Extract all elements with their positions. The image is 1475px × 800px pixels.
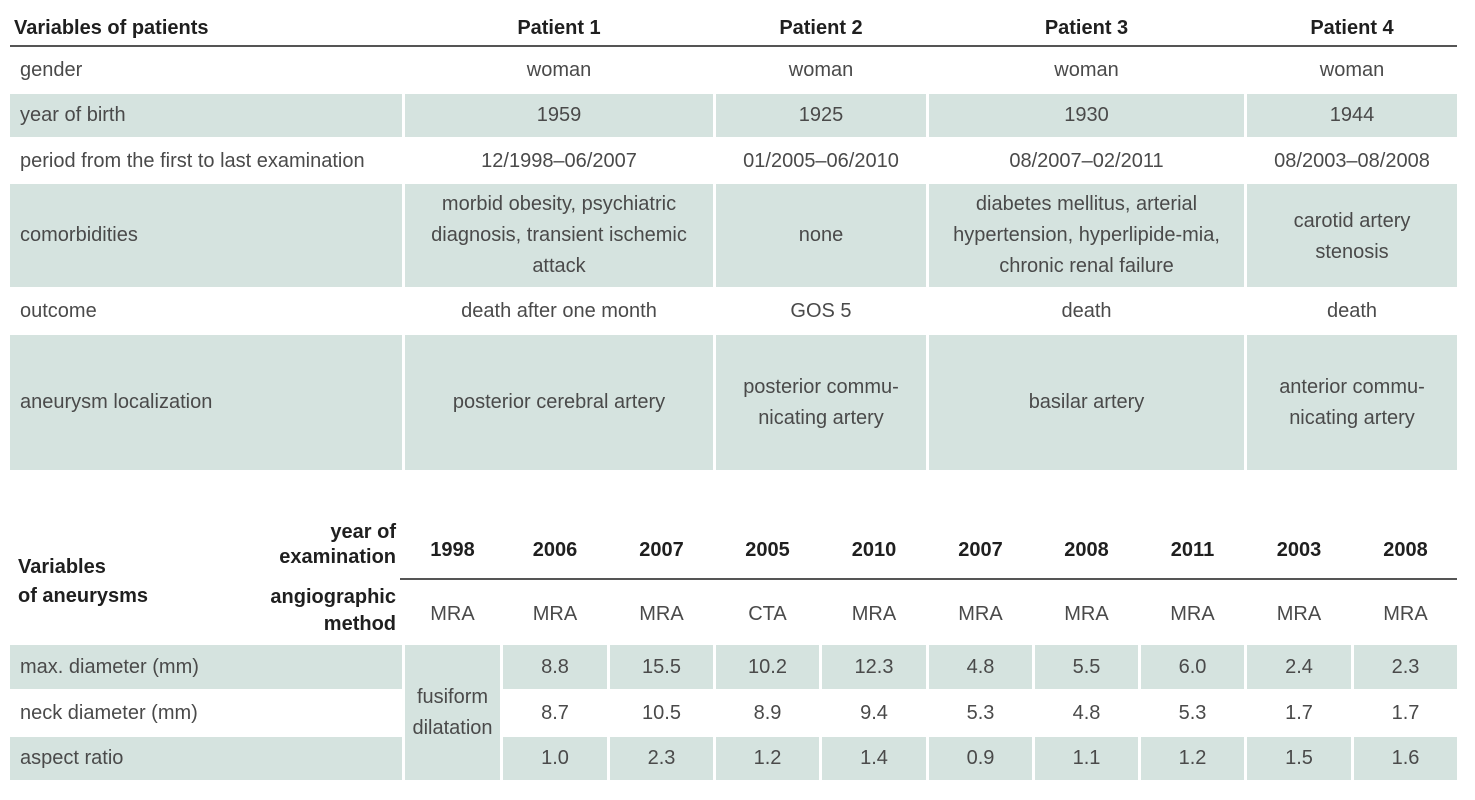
patient-2-header: Patient 2	[779, 16, 863, 39]
table-cell: death	[1061, 299, 1112, 322]
fusiform-dilatation-cell	[405, 645, 500, 780]
table-cell: anterior commu-nicating artery	[1247, 335, 1457, 470]
row-label-aneurysm-localization: aneurysm localization	[10, 335, 402, 470]
angiographic-method-label-2: method	[323, 612, 396, 635]
row-label-neck-diameter: neck diameter (mm)	[20, 701, 198, 724]
table-cell: 1925	[716, 94, 926, 137]
table-cell: woman	[1319, 58, 1385, 81]
fusiform-line-1: fusiform	[416, 685, 489, 708]
method-cell: MRA	[430, 602, 475, 625]
table-cell: 1.6	[1354, 737, 1457, 780]
table-cell: 10.2	[716, 645, 819, 689]
method-cell: MRA	[1064, 602, 1109, 625]
year-header: 2007	[639, 538, 684, 561]
table-cell: 1.0	[503, 737, 607, 780]
table-cell: 15.5	[610, 645, 713, 689]
method-cell: CTA	[748, 602, 787, 625]
table-cell: woman	[1054, 58, 1119, 81]
row-label-outcome: outcome	[20, 299, 97, 322]
year-header: 1998	[430, 538, 475, 561]
fusiform-line-2: dilatation	[412, 716, 493, 739]
table-cell: woman	[526, 58, 592, 81]
table-cell: 4.8	[929, 645, 1032, 689]
patients-table-header-label: Variables of patients	[14, 16, 209, 39]
method-cell: MRA	[1383, 602, 1428, 625]
year-header: 2007	[958, 538, 1003, 561]
row-label-gender: gender	[20, 58, 83, 81]
table-cell: 4.8	[1072, 701, 1101, 724]
table-cell: 1.2	[716, 737, 819, 780]
patient-1-header: Patient 1	[517, 16, 601, 39]
year-of-examination-label-2: examination	[279, 545, 396, 568]
table-cell: 08/2003–08/2008	[1274, 149, 1430, 172]
table-cell: carotid artery stenosis	[1247, 184, 1457, 287]
year-header: 2006	[532, 538, 578, 561]
table-cell: 8.7	[541, 701, 569, 724]
table-cell: 1.7	[1285, 701, 1313, 724]
aneurysms-table-label-2: of aneurysms	[18, 584, 149, 607]
method-cell: MRA	[851, 602, 897, 625]
table-cell: basilar artery	[929, 335, 1244, 470]
years-rule	[400, 578, 1457, 580]
patient-3-header: Patient 3	[1044, 16, 1129, 39]
method-cell: MRA	[1276, 602, 1322, 625]
table-cell: posterior commu-nicating artery	[716, 335, 926, 470]
year-header: 2003	[1276, 538, 1322, 561]
aneurysms-table-label-1: Variables	[18, 555, 106, 578]
table-cell: 5.3	[1178, 701, 1207, 724]
table-cell: death after one month	[461, 299, 657, 322]
method-cell: MRA	[639, 602, 684, 625]
table-cell: GOS 5	[790, 299, 852, 322]
year-header: 2005	[745, 538, 790, 561]
table-cell: 01/2005–06/2010	[743, 149, 899, 172]
row-label-period: period from the first to last examinatio…	[20, 149, 365, 172]
table-cell: 1.2	[1141, 737, 1244, 780]
row-label-aspect-ratio: aspect ratio	[10, 737, 402, 780]
table-cell: 12.3	[822, 645, 926, 689]
table-cell: 8.8	[503, 645, 607, 689]
table-cell: 2.3	[610, 737, 713, 780]
table-cell: death	[1326, 299, 1378, 322]
table-cell: 5.3	[966, 701, 995, 724]
table-cell: 1.5	[1247, 737, 1351, 780]
row-label-max-diameter: max. diameter (mm)	[10, 645, 402, 689]
table-cell: 5.5	[1035, 645, 1138, 689]
header-rule	[10, 45, 1457, 47]
table-cell: none	[716, 184, 926, 287]
table-cell: 10.5	[642, 701, 681, 724]
year-of-examination-label-1: year of	[330, 520, 396, 543]
table-cell: 0.9	[929, 737, 1032, 780]
table-cell: 2.3	[1354, 645, 1457, 689]
table-cell: 1.4	[822, 737, 926, 780]
year-header: 2008	[1064, 538, 1109, 561]
table-cell: 1.7	[1391, 701, 1420, 724]
table-cell: posterior cerebral artery	[405, 335, 713, 470]
year-header: 2008	[1383, 538, 1428, 561]
year-header: 2010	[851, 538, 897, 561]
table-cell: 8.9	[753, 701, 782, 724]
method-cell: MRA	[1170, 602, 1215, 625]
table-cell: 1930	[929, 94, 1244, 137]
year-header: 2011	[1170, 538, 1215, 561]
table-cell: 08/2007–02/2011	[1009, 149, 1164, 172]
table-cell: 2.4	[1247, 645, 1351, 689]
row-label-comorbidities: comorbidities	[10, 184, 402, 287]
table-cell: 9.4	[860, 701, 888, 724]
table-cell: morbid obesity, psychiatric diagnosis, t…	[405, 184, 713, 287]
row-label-year-of-birth: year of birth	[10, 94, 402, 137]
table-cell: diabetes mellitus, arterial hypertension…	[929, 184, 1244, 287]
table-cell: 1.1	[1035, 737, 1138, 780]
angiographic-method-label-1: angiographic	[270, 585, 396, 608]
patient-4-header: Patient 4	[1310, 16, 1394, 39]
method-cell: MRA	[532, 602, 578, 625]
table-cell: 1944	[1247, 94, 1457, 137]
table-cell: woman	[788, 58, 854, 81]
table-cell: 6.0	[1141, 645, 1244, 689]
table-cell: 12/1998–06/2007	[481, 149, 637, 172]
table-cell: 1959	[405, 94, 713, 137]
method-cell: MRA	[958, 602, 1003, 625]
